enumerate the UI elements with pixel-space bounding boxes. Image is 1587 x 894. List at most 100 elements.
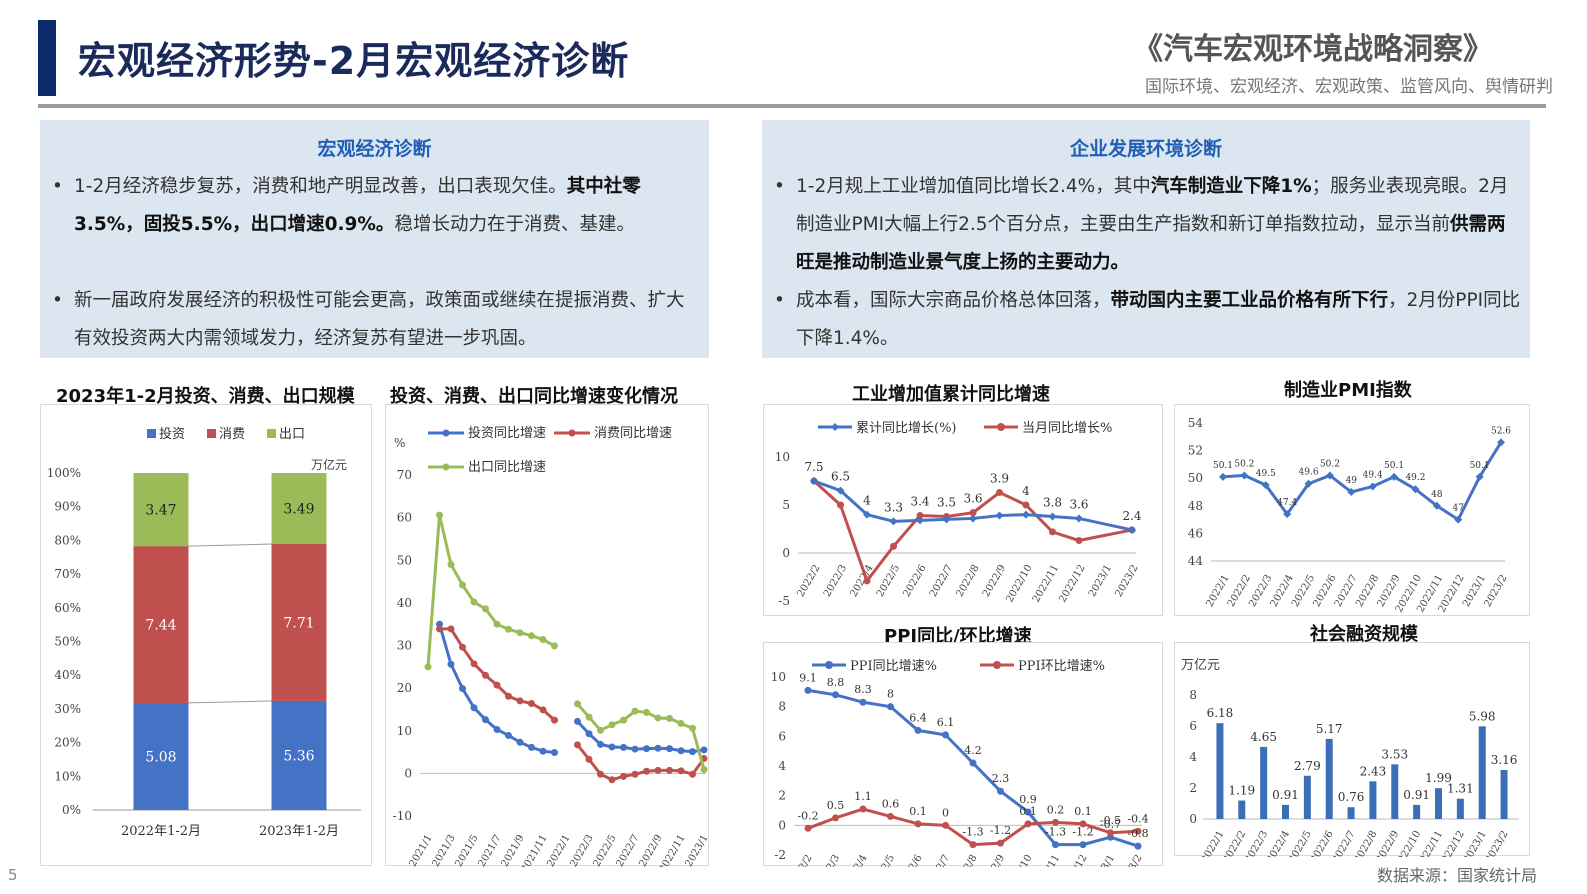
bar — [1216, 723, 1224, 819]
data-label: 3.16 — [1491, 753, 1518, 767]
data-label: 49.5 — [1256, 469, 1276, 479]
bar — [1456, 798, 1464, 819]
data-point — [436, 511, 443, 519]
data-point — [942, 821, 949, 829]
data-point — [597, 770, 604, 778]
data-label: 50.1 — [1384, 461, 1404, 471]
macro-bullet-1: • 1-2月经济稳步复苏，消费和地产明显改善，出口表现欠佳。其中社零3.5%，固投… — [52, 176, 641, 235]
data-label: 5.98 — [1469, 709, 1496, 723]
data-label: 3.6 — [963, 492, 982, 506]
data-point — [700, 746, 708, 754]
x-tick-label: 2022/2 — [1221, 829, 1248, 857]
x-tick-label: 2022/6 — [897, 853, 924, 867]
y-tick-label: 10 — [771, 670, 786, 684]
data-point — [585, 730, 593, 738]
data-label: 1.31 — [1447, 782, 1474, 796]
y-tick-label: 44 — [1188, 554, 1204, 568]
y-axis-label: % — [394, 436, 405, 450]
legend-marker — [442, 463, 450, 471]
data-point — [1107, 829, 1114, 837]
data-point — [914, 726, 922, 734]
ppi-chart-title: PPI同比/环比增速 — [884, 626, 1032, 647]
data-point — [482, 605, 489, 613]
bar-segment — [271, 544, 327, 701]
series-line — [426, 514, 556, 667]
data-point — [459, 643, 466, 651]
data-label: 3.9 — [990, 472, 1009, 486]
data-label: 2.3 — [992, 772, 1010, 785]
data-point — [608, 721, 616, 729]
data-point — [997, 839, 1004, 847]
data-point — [643, 767, 650, 775]
y-tick-label: 8 — [1189, 688, 1197, 702]
data-point — [890, 542, 897, 550]
data-label: 0.76 — [1338, 790, 1365, 804]
data-label: 4.2 — [964, 744, 982, 757]
legend-label: 出口 — [279, 427, 305, 442]
data-point — [1304, 479, 1313, 488]
x-tick-label: 2022/2 — [787, 853, 814, 867]
y-tick-label: 20% — [54, 736, 81, 750]
data-label: 4 — [863, 494, 871, 508]
data-point — [1475, 472, 1484, 481]
data-label: -0.8 — [1127, 827, 1148, 840]
text-span: 1-2月规上工业增加值同比增长2.4%，其中 — [796, 176, 1151, 197]
data-point — [620, 772, 627, 780]
data-point — [608, 776, 616, 784]
data-point — [942, 731, 949, 739]
data-point — [470, 704, 478, 712]
data-point — [539, 706, 547, 714]
data-label: 6.18 — [1207, 706, 1234, 720]
data-point — [459, 685, 466, 693]
y-tick-label: 48 — [1188, 499, 1203, 513]
bar — [1347, 807, 1355, 819]
data-point — [620, 743, 627, 751]
data-point — [585, 755, 593, 763]
data-point — [666, 745, 673, 753]
data-label: 0.6 — [882, 797, 900, 810]
data-point — [916, 516, 924, 525]
unit-label: 万亿元 — [1181, 658, 1220, 673]
data-point — [677, 747, 685, 755]
y-tick-label: 4 — [1189, 750, 1197, 764]
financing-chart-title: 社会融资规模 — [1310, 624, 1418, 645]
data-label: -1.3 — [1045, 826, 1066, 839]
financing-chart: 万亿元 0 2 4 6 8 6.18 2022/1 1.19 2022/2 4.65 2022/3 0.… — [1174, 642, 1530, 870]
data-point — [1454, 515, 1463, 524]
data-point — [493, 681, 501, 689]
data-point — [689, 724, 696, 732]
data-point — [1240, 471, 1249, 480]
data-point — [459, 581, 466, 589]
data-point — [969, 841, 977, 849]
data-point — [505, 625, 512, 633]
data-label: 3.6 — [1069, 497, 1088, 511]
scale-chart-title: 2023年1-2月投资、消费、出口规模 — [56, 386, 355, 407]
y-tick-label: 10 — [397, 724, 412, 738]
data-point — [995, 511, 1004, 520]
data-point — [597, 726, 604, 734]
bold-text: 带动国内主要工业品价格有所下行 — [1110, 290, 1389, 311]
data-point — [1079, 820, 1087, 828]
bar-segment — [133, 546, 189, 703]
data-point — [631, 770, 639, 778]
unit-label: 万亿元 — [311, 457, 347, 472]
y-tick-label: 46 — [1188, 526, 1203, 540]
data-label: 2.79 — [1294, 759, 1321, 773]
industry-chart-title: 工业增加值累计同比增速 — [852, 384, 1050, 405]
data-label: 3.4 — [910, 495, 929, 509]
data-label: 0.91 — [1403, 788, 1430, 802]
data-label: 3.5 — [937, 496, 956, 510]
report-title: 《汽车宏观环境战略洞察》 — [1133, 32, 1493, 67]
bar — [1238, 800, 1246, 819]
x-tick-label: 2022/6 — [1309, 829, 1336, 857]
x-tick-label: 2022/1 — [1199, 829, 1226, 857]
data-point — [997, 787, 1004, 795]
bar — [1391, 764, 1399, 819]
x-tick-label: 2022/12 — [1059, 853, 1089, 867]
bar — [1478, 726, 1486, 819]
x-tick-label: 2022/4 — [1265, 829, 1292, 857]
scale-chart: 投资 消费 出口 万亿元 0% 10% 20% 30% 40% 50% 60% 70% 80% 90% 10… — [40, 404, 372, 866]
data-point — [942, 515, 951, 524]
